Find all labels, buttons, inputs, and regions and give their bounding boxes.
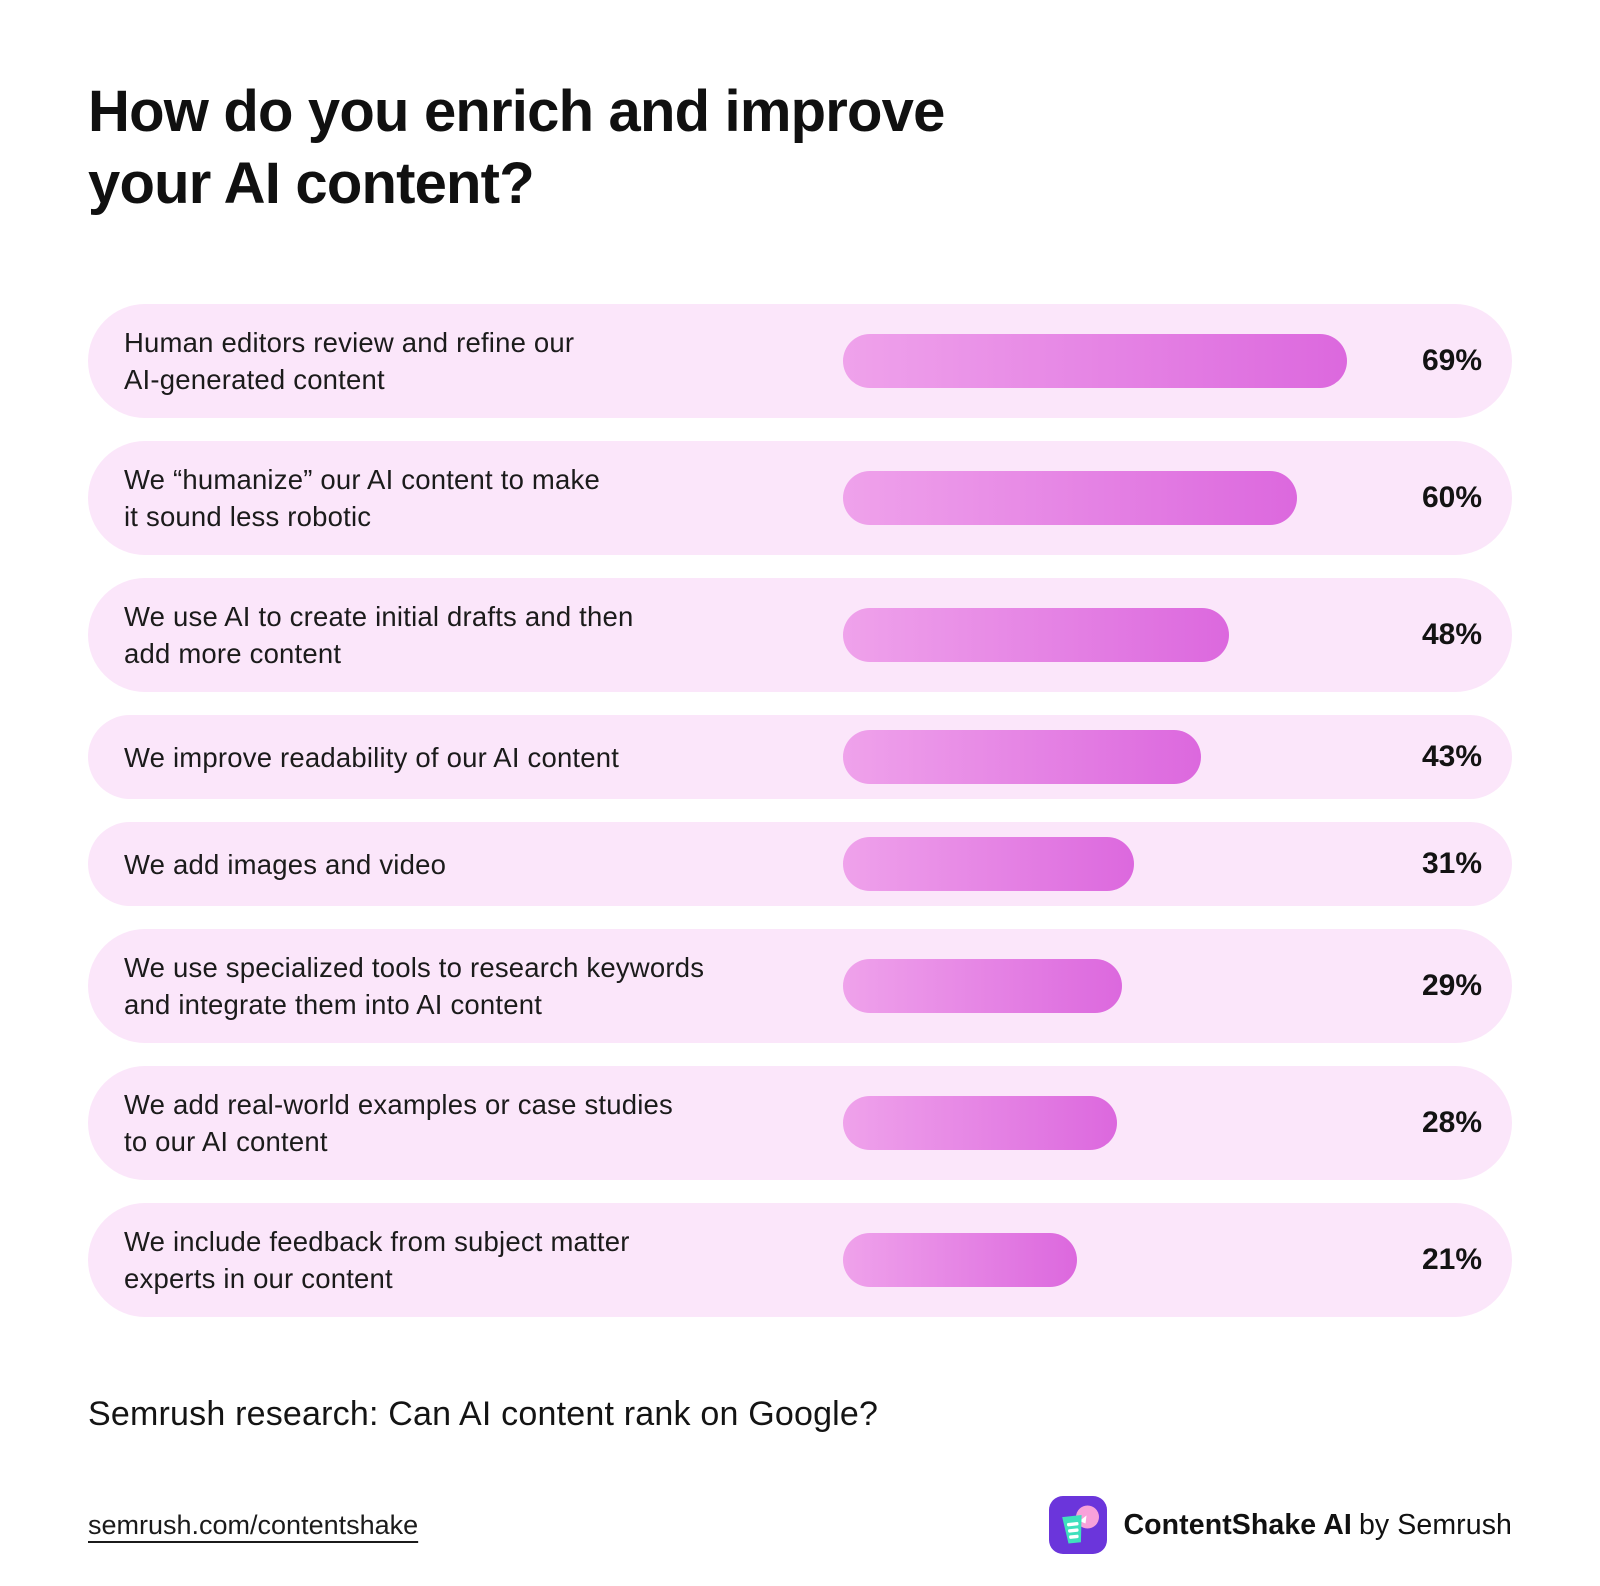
row-label: We add images and video [124,848,447,880]
row-bar [843,837,1134,891]
row-bar [843,608,1229,662]
bar-track [843,959,1382,1013]
bar-track [843,837,1382,891]
row-label: Human editors review and refine our AI-g… [124,327,575,395]
row-label: We use specialized tools to research key… [124,952,705,1020]
contentshake-logo-icon [1049,1496,1108,1554]
row-label: We use AI to create initial drafts and t… [124,601,634,669]
bar-track [843,471,1382,525]
row-label: We improve readability of our AI content [124,741,620,773]
bar-track [843,730,1382,784]
bar-track [843,1233,1382,1287]
chart-row: We improve readability of our AI content… [88,715,1512,799]
bar-track [843,334,1382,388]
row-value: 31% [1421,847,1482,880]
row-value: 28% [1421,1106,1482,1139]
bar-track [843,1096,1382,1150]
chart-row: We use AI to create initial drafts and t… [88,578,1512,692]
chart-row: We add images and video 31% [88,822,1512,906]
row-label: We include feedback from subject matter … [124,1226,630,1294]
chart-row: Human editors review and refine our AI-g… [88,304,1512,418]
row-value: 29% [1421,969,1482,1002]
row-value: 48% [1421,618,1482,651]
row-bar [843,959,1122,1013]
chart-row: We include feedback from subject matter … [88,1203,1512,1317]
source-note: Semrush research: Can AI content rank on… [88,1395,879,1433]
chart-row: We “humanize” our AI content to make it … [88,441,1512,555]
row-bar [843,1233,1077,1287]
chart-row: We use specialized tools to research key… [88,929,1512,1043]
row-value: 43% [1421,740,1482,773]
row-value: 60% [1421,481,1482,514]
row-value: 69% [1421,344,1482,377]
row-bar [843,1096,1117,1150]
footer: semrush.com/contentshake ContentShake AI… [88,1496,1512,1554]
chart-row: We add real-world examples or case studi… [88,1066,1512,1180]
row-bar [843,334,1347,388]
row-bar [843,471,1297,525]
row-label: We “humanize” our AI content to make it … [124,464,600,532]
brand-lockup: ContentShake AI by Semrush [1049,1496,1512,1554]
row-label: We add real-world examples or case studi… [124,1089,673,1157]
brand-name: ContentShake AI [1123,1508,1352,1541]
footer-link[interactable]: semrush.com/contentshake [88,1509,419,1540]
row-value: 21% [1421,1243,1482,1276]
chart-title: How do you enrich and improve your AI co… [88,79,945,216]
row-bar [843,730,1201,784]
chart-rows: Human editors review and refine our AI-g… [88,304,1512,1317]
bar-track [843,608,1382,662]
brand-text: ContentShake AI by Semrush [1123,1509,1512,1542]
brand-byline: by Semrush [1358,1508,1512,1541]
